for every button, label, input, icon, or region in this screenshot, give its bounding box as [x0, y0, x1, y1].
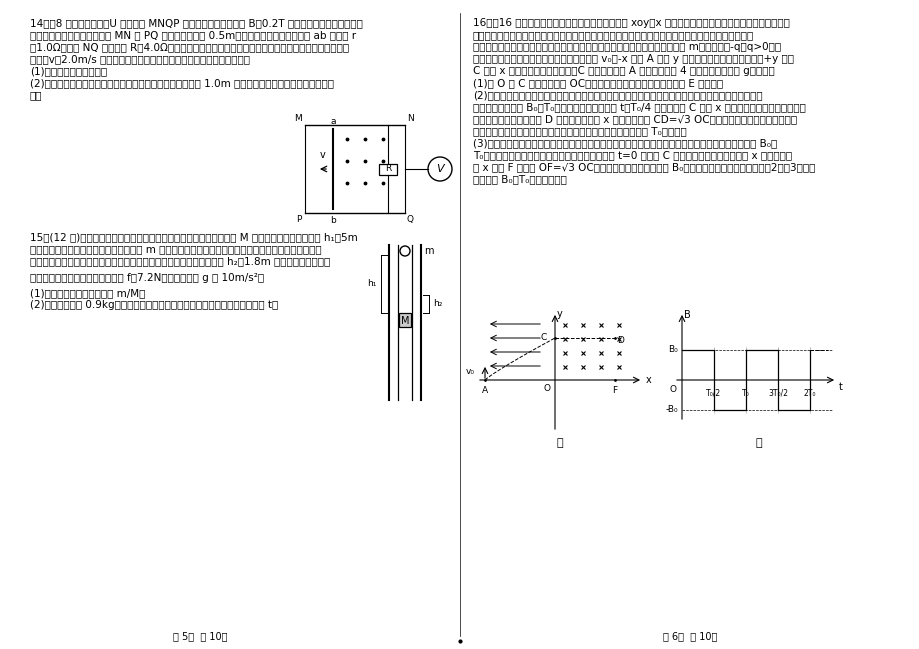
- Text: 好能通过同一水平线上的 D 点，速度仍然沿 x 轴正方向，且 CD=√3 OC，若粒子在第一象限中完成一个: 好能通过同一水平线上的 D 点，速度仍然沿 x 轴正方向，且 CD=√3 OC，…: [472, 114, 796, 124]
- Text: 乙: 乙: [754, 438, 762, 448]
- Text: x: x: [645, 375, 651, 385]
- Text: -B₀: -B₀: [664, 406, 677, 415]
- Text: 已知滑块与圆筒间的滑动摩擦力为 f＝7.2N，重力加速度 g 取 10m/s²。: 已知滑块与圆筒间的滑动摩擦力为 f＝7.2N，重力加速度 g 取 10m/s²。: [30, 273, 264, 283]
- Text: O: O: [669, 385, 676, 394]
- Text: (3)若第一象限仍同时存在按如图乙所示规律变化的磁场（以垂直纸面向外的磁场方向为正方向，图中 B₀，: (3)若第一象限仍同时存在按如图乙所示规律变化的磁场（以垂直纸面向外的磁场方向为…: [472, 138, 777, 148]
- Text: 完整圆周运动的周期等于磁场变化周期，求交变磁场变化的周期 T₀的大小；: 完整圆周运动的周期等于磁场变化周期，求交变磁场变化的周期 T₀的大小；: [472, 126, 686, 136]
- Text: 3T₀/2: 3T₀/2: [767, 389, 788, 398]
- Text: (1)电压表的示数为多少？: (1)电压表的示数为多少？: [30, 66, 107, 76]
- Text: h₂: h₂: [433, 299, 442, 308]
- Text: h₁: h₁: [368, 280, 377, 289]
- Text: T₀均为未知量），调整磁场变化的周期，让粒子在 t=0 时刻由 C 点进入第一象限，且恰能沿 x 轴正方向通: T₀均为未知量），调整磁场变化的周期，让粒子在 t=0 时刻由 C 点进入第一象…: [472, 150, 791, 160]
- Text: N: N: [406, 114, 414, 123]
- Text: 过 x 轴上 F 点，且 OF=√3 OC，求交变磁场的磁感应强度 B₀的大小应满足的条件。（注：（2）（3）问对: 过 x 轴上 F 点，且 OF=√3 OC，求交变磁场的磁感应强度 B₀的大小应…: [472, 162, 814, 172]
- Text: 半。处在第三象限的某种发射装置（图中没有画出）竖直向上射出一个质量为 m、电荷量为-q（q>0）的: 半。处在第三象限的某种发射装置（图中没有画出）竖直向上射出一个质量为 m、电荷量…: [472, 42, 780, 52]
- Text: 第 5页  共 10页: 第 5页 共 10页: [173, 631, 227, 641]
- Text: m: m: [424, 246, 433, 256]
- Text: 2T₀: 2T₀: [803, 389, 815, 398]
- Text: T₀: T₀: [742, 389, 749, 398]
- Text: B: B: [683, 310, 690, 320]
- Text: v: v: [320, 150, 325, 160]
- Text: 少？: 少？: [30, 90, 42, 100]
- Text: b: b: [330, 216, 335, 225]
- Text: F: F: [612, 386, 617, 395]
- Text: 应乙图中 B₀，T₀均为未知量）: 应乙图中 B₀，T₀均为未知量）: [472, 174, 566, 184]
- Text: (2)若第一象限同时存在按如图乙所示规律变化的磁场，磁场方向垂直于纸面（以垂直纸面向外的磁场方: (2)若第一象限同时存在按如图乙所示规律变化的磁场，磁场方向垂直于纸面（以垂直纸…: [472, 90, 762, 100]
- Text: t: t: [838, 382, 842, 392]
- Text: 刚要碰撞时解除滑块的锁定，小球与滑块发生弹性碰撞后最高能上升到 h₂＝1.8m 处。不计空气阻力。: 刚要碰撞时解除滑块的锁定，小球与滑块发生弹性碰撞后最高能上升到 h₂＝1.8m …: [30, 256, 330, 266]
- Text: v₀: v₀: [466, 367, 474, 376]
- Text: C 点沿 x 轴正方向进入第一象限，C 点粒子动能为 A 点粒子动能的 4 倍，重力加速度为 g。试求：: C 点沿 x 轴正方向进入第一象限，C 点粒子动能为 A 点粒子动能的 4 倍，…: [472, 66, 774, 76]
- Text: R: R: [384, 164, 391, 173]
- Text: D: D: [617, 336, 623, 345]
- Text: 第 6页  共 10页: 第 6页 共 10页: [662, 631, 717, 641]
- Text: B₀: B₀: [667, 345, 677, 354]
- Text: (2)若滑块质量为 0.9kg，求小球从与滑块第一次碰撞到第二次碰撞的时间间隔 t。: (2)若滑块质量为 0.9kg，求小球从与滑块第一次碰撞到第二次碰撞的时间间隔 …: [30, 300, 278, 310]
- Text: A: A: [482, 386, 488, 395]
- Text: M: M: [401, 316, 409, 326]
- Text: 与导线框所在平面垂直，导线 MN 和 PQ 足够长，间距为 0.5m，横跨在导线框上的导体棒 ab 的电阻 r: 与导线框所在平面垂直，导线 MN 和 PQ 足够长，间距为 0.5m，横跨在导线…: [30, 30, 356, 40]
- Text: ＝1.0Ω，接在 NQ 间的电阻 R＝4.0Ω，电压表为理想电表，其余电阻不计。若导体棒在水平外力作用下: ＝1.0Ω，接在 NQ 间的电阻 R＝4.0Ω，电压表为理想电表，其余电阻不计。…: [30, 42, 348, 52]
- Text: y: y: [556, 309, 562, 319]
- Text: 直向下的匀强电场，第二象限内有一水平向左的匀强电场，第一象限场强大小为第二象限场强大小的一: 直向下的匀强电场，第二象限内有一水平向左的匀强电场，第一象限场强大小为第二象限场…: [472, 30, 754, 40]
- Text: M: M: [294, 114, 301, 123]
- Text: V: V: [436, 164, 443, 174]
- Text: C: C: [540, 334, 547, 343]
- Text: T₀/2: T₀/2: [706, 389, 720, 398]
- Text: (1)求小球与滑块的质量之比 m/M；: (1)求小球与滑块的质量之比 m/M；: [30, 288, 145, 298]
- Text: 15．(12 分)如图所示，一个足够长的圆筒竖直固定，筒内有一质量为 M 的滑块锁定在距圆筒顶端 h₁＝5m: 15．(12 分)如图所示，一个足够长的圆筒竖直固定，筒内有一质量为 M 的滑块…: [30, 232, 357, 242]
- Text: (1)求 O 与 C 两点间的距离 OC，以及第二象限匀强电场的电场强度 E 的大小；: (1)求 O 与 C 两点间的距离 OC，以及第二象限匀强电场的电场强度 E 的…: [472, 78, 722, 88]
- Circle shape: [427, 157, 451, 181]
- Text: O: O: [543, 384, 550, 393]
- Text: Q: Q: [406, 215, 414, 224]
- Bar: [399, 313, 411, 327]
- Text: 甲: 甲: [556, 438, 562, 448]
- Text: 带负电粒子（可视为质点），该粒子以初速度 v₀从-x 上的 A 点沿 y 轴正方向进入第二象限，并从+y 上的: 带负电粒子（可视为质点），该粒子以初速度 v₀从-x 上的 A 点沿 y 轴正方…: [472, 54, 793, 64]
- Text: (2)若某一时刻撤去水平外力，则从该时刻起，在导体棒运动 1.0m 的过程中，通过导体棒的电荷量为多: (2)若某一时刻撤去水平外力，则从该时刻起，在导体棒运动 1.0m 的过程中，通…: [30, 78, 334, 88]
- Text: 16．（16 分）在竖直平面内建立一平面直角坐标系 xoy，x 轴沿水平方向，如图甲所示。第一象限有一竖: 16．（16 分）在竖直平面内建立一平面直角坐标系 xoy，x 轴沿水平方向，如…: [472, 18, 789, 28]
- Text: 14．（8 分）如图所示，U 形导线框 MNQP 水平放置在磁感应强度 B＝0.2T 的匀强磁场中，磁感线方向: 14．（8 分）如图所示，U 形导线框 MNQP 水平放置在磁感应强度 B＝0.…: [30, 18, 362, 28]
- Text: 处。现将一个直径小于圆筒内径、质量为 m 的小球，从圆筒顶端沿圆筒中轴线由静止释放，小球与滑块: 处。现将一个直径小于圆筒内径、质量为 m 的小球，从圆筒顶端沿圆筒中轴线由静止释…: [30, 244, 322, 254]
- Bar: [379, 164, 397, 175]
- Text: P: P: [296, 215, 301, 224]
- Text: 向为正方向，图中 B₀，T₀均为未知量），并且在 t＝T₀/4 时刻粒子由 C 点沿 x 轴正方向进入第一象限，且恰: 向为正方向，图中 B₀，T₀均为未知量），并且在 t＝T₀/4 时刻粒子由 C …: [472, 102, 805, 112]
- Text: a: a: [330, 117, 335, 126]
- Text: 以速度v＝2.0m/s 向左做匀速直线运动，不计导体棒与导线框间的摩擦。: 以速度v＝2.0m/s 向左做匀速直线运动，不计导体棒与导线框间的摩擦。: [30, 54, 250, 64]
